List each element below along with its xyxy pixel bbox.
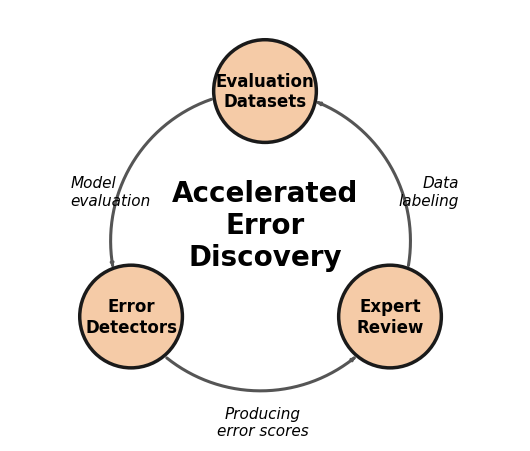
Text: Expert
Review: Expert Review <box>356 298 423 336</box>
Text: Data
labeling: Data labeling <box>399 176 459 208</box>
Text: Evaluation
Datasets: Evaluation Datasets <box>216 73 314 111</box>
Text: Accelerated
Error
Discovery: Accelerated Error Discovery <box>172 179 358 272</box>
Text: Model
evaluation: Model evaluation <box>71 176 151 208</box>
Text: Error
Detectors: Error Detectors <box>85 298 177 336</box>
Circle shape <box>80 266 182 368</box>
Circle shape <box>214 41 316 143</box>
Circle shape <box>339 266 441 368</box>
Text: Producing
error scores: Producing error scores <box>217 406 308 438</box>
